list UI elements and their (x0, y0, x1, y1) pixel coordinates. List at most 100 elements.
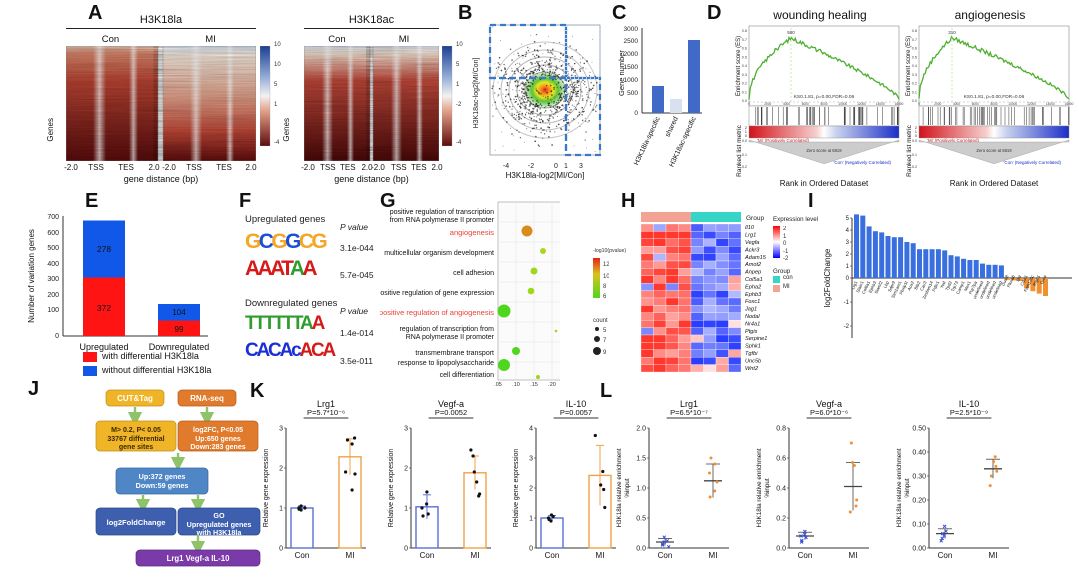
svg-text:H3K18la relative enrichment%in: H3K18la relative enrichment%input (616, 448, 631, 527)
svg-text:Sphk1: Sphk1 (745, 344, 761, 350)
svg-text:0.10: 0.10 (912, 522, 926, 529)
svg-text:Up:372 genes: Up:372 genes (139, 472, 186, 481)
svg-text:0.1: 0.1 (742, 90, 747, 94)
svg-text:12000: 12000 (857, 102, 866, 106)
svg-text:12000: 12000 (1027, 102, 1036, 106)
svg-text:positive regulation of angioge: positive regulation of angiogenesis (380, 308, 494, 317)
svg-text:0.8: 0.8 (742, 29, 747, 33)
svg-text:Jag1: Jag1 (744, 307, 757, 313)
svg-text:positive regulation of gene ex: positive regulation of gene expression (380, 290, 494, 297)
svg-text:Foxc1: Foxc1 (745, 299, 760, 305)
svg-text:0: 0 (634, 110, 638, 117)
svg-text:Col5a1: Col5a1 (745, 277, 763, 283)
svg-text:Nodal: Nodal (745, 314, 760, 320)
svg-text:500: 500 (47, 245, 59, 252)
svg-text:Amot2: Amot2 (744, 262, 762, 268)
svg-text:10: 10 (603, 274, 609, 280)
svg-text:Con: Con (938, 551, 953, 560)
svg-text:M> 0.2, P< 0.05: M> 0.2, P< 0.05 (111, 427, 161, 434)
svg-text:Number of variation genes: Number of variation genes (27, 229, 36, 323)
svg-text:MI: MI (989, 551, 998, 560)
svg-text:9: 9 (603, 350, 607, 355)
svg-text:372: 372 (97, 303, 111, 313)
svg-text:-1: -1 (844, 300, 850, 306)
svg-text:310: 310 (948, 30, 956, 35)
svg-text:Down:283 genes: Down:283 genes (190, 444, 245, 451)
svg-text:KS0.1.81, p=0.00,FDR=0.06: KS0.1.81, p=0.00,FDR=0.06 (964, 94, 1025, 100)
svg-text:response to lipopolysaccharide: response to lipopolysaccharide (398, 360, 494, 367)
svg-text:-2: -2 (783, 256, 789, 262)
svg-text:2000: 2000 (764, 102, 771, 106)
svg-text:278: 278 (97, 244, 111, 254)
svg-text:14000: 14000 (876, 102, 885, 106)
svg-text:RNA polymerase II promoter: RNA polymerase II promoter (406, 334, 495, 341)
svg-text:1: 1 (529, 516, 533, 523)
svg-text:1: 1 (404, 506, 408, 513)
svg-text:Relative gene expression: Relative gene expression (513, 449, 520, 528)
svg-text:2: 2 (783, 226, 787, 232)
svg-text:0.0: 0.0 (776, 546, 786, 553)
svg-text:'Con' (Negatively Correlated): 'Con' (Negatively Correlated) (834, 160, 892, 165)
svg-text:Adam15: Adam15 (744, 255, 767, 261)
svg-text:Con: Con (295, 551, 310, 560)
svg-text:P=6.0*10⁻⁶: P=6.0*10⁻⁶ (810, 408, 848, 417)
svg-text:0.4: 0.4 (912, 64, 917, 68)
svg-text:Ephb3: Ephb3 (745, 292, 762, 298)
svg-text:Ranked list metric: Ranked list metric (906, 124, 913, 176)
svg-text:0: 0 (745, 133, 748, 138)
svg-text:1: 1 (846, 264, 850, 270)
svg-text:6000: 6000 (972, 102, 979, 106)
svg-text:P=6.5*10⁻⁷: P=6.5*10⁻⁷ (670, 408, 708, 417)
svg-text:1.5: 1.5 (636, 456, 646, 463)
svg-text:16000: 16000 (895, 102, 904, 106)
svg-text:cell adhesion: cell adhesion (453, 270, 494, 277)
svg-text:1: 1 (564, 163, 568, 170)
svg-text:0.3: 0.3 (742, 73, 747, 77)
svg-text:P=2.5*10⁻⁹: P=2.5*10⁻⁹ (950, 408, 988, 417)
svg-text:0.8: 0.8 (912, 29, 917, 33)
svg-text:3: 3 (579, 163, 583, 170)
svg-text:Ranked list metric: Ranked list metric (736, 124, 743, 176)
svg-text:5: 5 (846, 216, 850, 222)
svg-text:P=0.0052: P=0.0052 (435, 408, 467, 417)
svg-text:33767 differential: 33767 differential (107, 436, 164, 443)
svg-text:3000: 3000 (624, 26, 639, 33)
svg-text:0.7: 0.7 (742, 38, 747, 42)
svg-text:transmembrane transport: transmembrane transport (415, 350, 494, 357)
svg-text:0.5: 0.5 (912, 55, 917, 59)
svg-text:12: 12 (603, 262, 609, 268)
svg-text:3: 3 (404, 426, 408, 433)
svg-text:Rank in Ordered Dataset: Rank in Ordered Dataset (950, 179, 1039, 188)
svg-text:2: 2 (529, 486, 533, 493)
svg-text:0: 0 (783, 241, 787, 247)
svg-text:H3K18la-specific: H3K18la-specific (633, 115, 662, 166)
svg-text:H3K18la relative enrichment%in: H3K18la relative enrichment%input (896, 448, 911, 527)
svg-text:14000: 14000 (1046, 102, 1055, 106)
svg-text:10000: 10000 (838, 102, 847, 106)
svg-text:99: 99 (175, 325, 184, 334)
svg-text:Up:650 genes: Up:650 genes (195, 436, 241, 443)
svg-text:Gene number: Gene number (617, 50, 626, 96)
svg-text:3: 3 (846, 240, 850, 246)
svg-text:0: 0 (748, 102, 750, 106)
svg-text:7: 7 (603, 338, 607, 344)
svg-text:500: 500 (787, 30, 795, 35)
svg-text:0.1: 0.1 (912, 90, 917, 94)
svg-text:0.2: 0.2 (912, 82, 917, 86)
svg-text:2: 2 (279, 466, 283, 473)
svg-text:0.7: 0.7 (912, 38, 917, 42)
svg-text:Lrg1: Lrg1 (745, 233, 756, 239)
svg-text:2000: 2000 (934, 102, 941, 106)
svg-text:0: 0 (846, 276, 850, 282)
svg-text:wounding healing: wounding healing (772, 8, 866, 22)
svg-text:0.0: 0.0 (912, 99, 917, 103)
svg-text:Con: Con (545, 551, 560, 560)
svg-text:MI: MI (849, 551, 858, 560)
svg-text:CUT&Tag: CUT&Tag (117, 394, 153, 403)
svg-text:0: 0 (404, 546, 408, 553)
svg-text:3: 3 (529, 456, 533, 463)
svg-text:shared: shared (664, 116, 679, 138)
svg-text:0.2: 0.2 (776, 516, 786, 523)
svg-text:cell differentiation: cell differentiation (440, 372, 494, 379)
svg-text:Wnt2: Wnt2 (745, 366, 759, 372)
